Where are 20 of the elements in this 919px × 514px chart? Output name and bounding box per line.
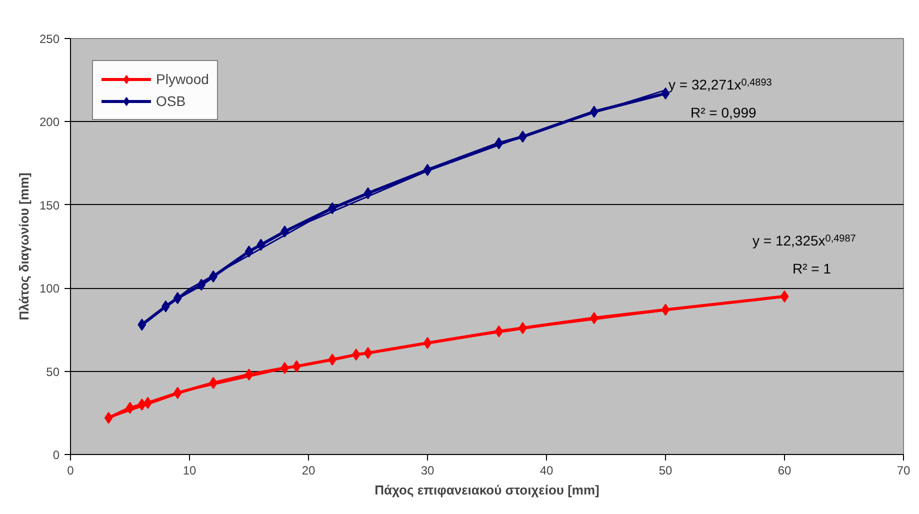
x-tick-label: 20 [302, 464, 316, 478]
x-tick-label: 10 [182, 464, 196, 478]
x-tick-label: 40 [540, 464, 554, 478]
legend-label: OSB [156, 93, 186, 109]
y-tick-label: 100 [39, 282, 60, 296]
annotation: R² = 1 [792, 260, 832, 276]
x-tick-label: 60 [778, 464, 792, 478]
annotation: R² = 0,999 [690, 104, 756, 120]
y-tick-label: 0 [52, 448, 60, 462]
y-tick-label: 200 [39, 115, 60, 130]
y-axis-title: Πλάτος διαγωνίου [mm] [16, 172, 32, 320]
y-tick-label: 50 [46, 364, 60, 379]
x-tick-label: 30 [420, 464, 434, 478]
x-tick-label: 70 [896, 464, 910, 478]
x-tick-label: 50 [658, 464, 672, 478]
x-axis-title: Πάχος επιφανειακού στοιχείου [mm] [374, 482, 600, 498]
legend-label: Plywood [156, 71, 209, 87]
y-tick-label: 150 [39, 198, 60, 212]
x-tick-label: 0 [67, 464, 74, 478]
y-tick-label: 250 [39, 32, 60, 46]
